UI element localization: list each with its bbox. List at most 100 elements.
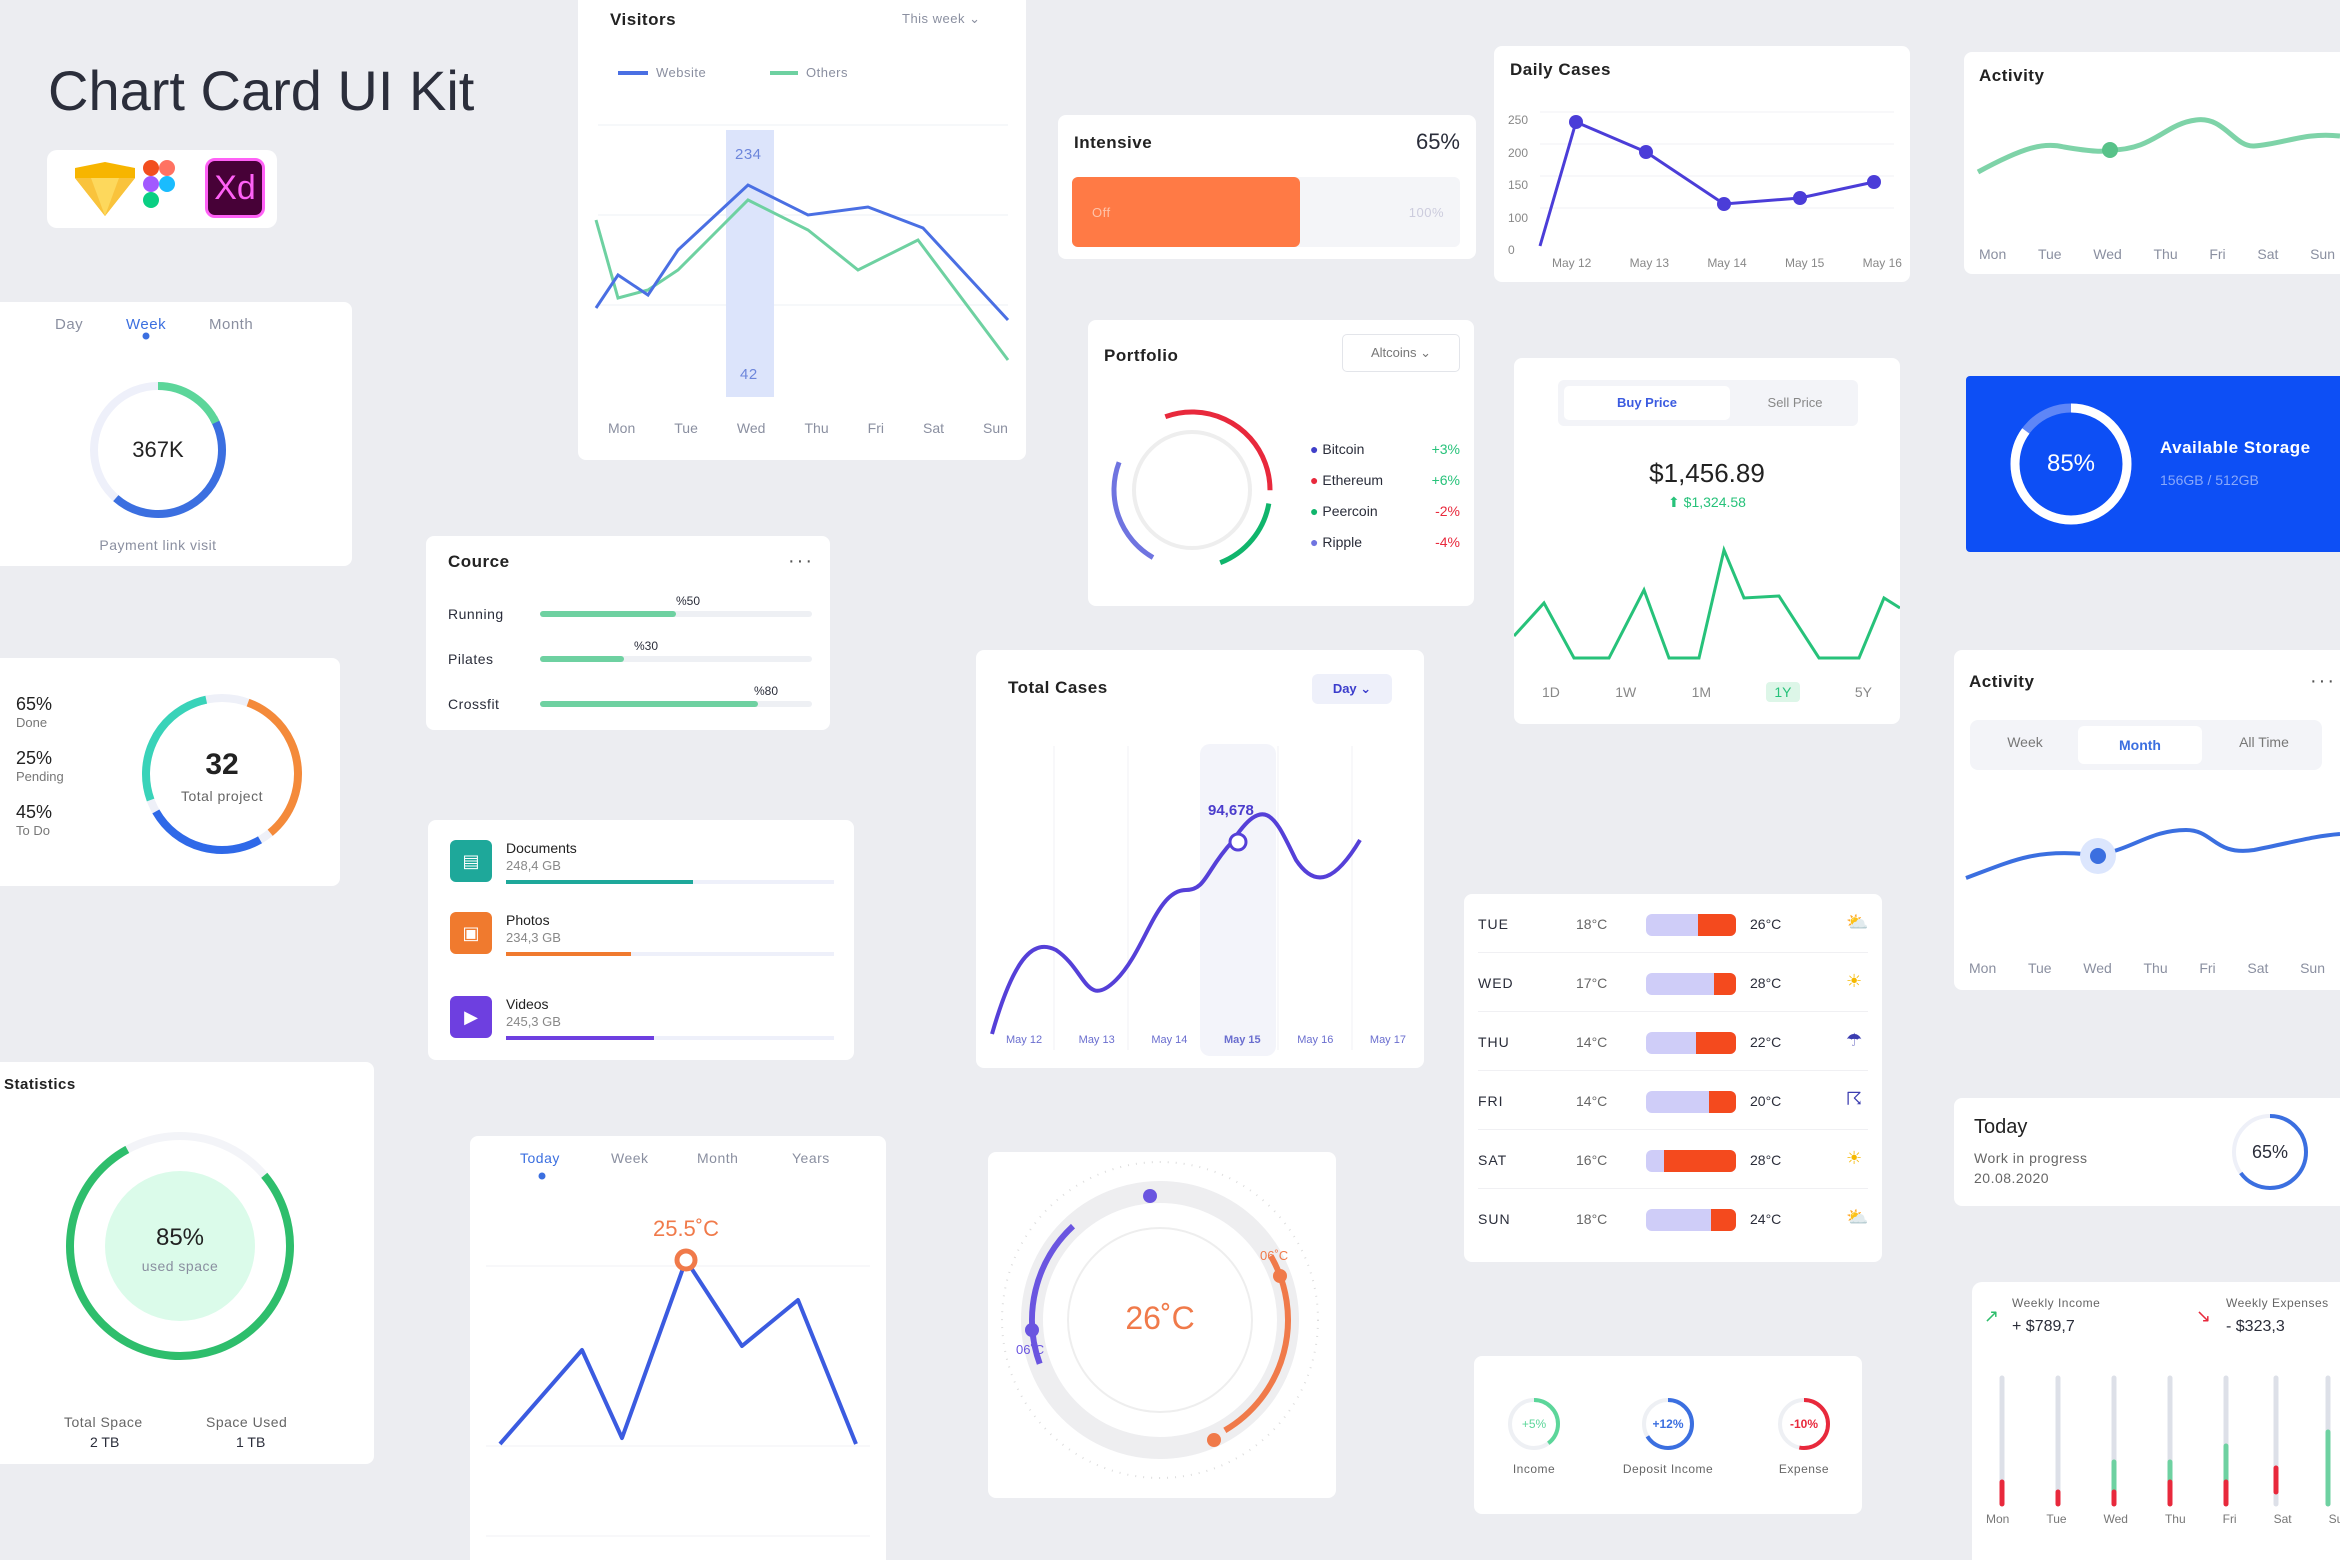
portfolio-legend: ● Bitcoin +3% ● Ethereum +6% ● Peercoin -2%… xyxy=(1310,434,1460,558)
temp-value: 25.5˚C xyxy=(652,1216,720,1241)
payment-value: 367K xyxy=(132,437,184,462)
legend-row: ● Ethereum +6% xyxy=(1310,472,1460,488)
off-label: Off xyxy=(1092,205,1111,220)
activity-chart xyxy=(1976,117,2340,175)
up-arrow-icon: ⬆ xyxy=(1668,494,1680,510)
page-title: Chart Card UI Kit xyxy=(48,59,475,122)
weather-row: FRI 14°C 20°C ☈ xyxy=(1478,1071,1868,1130)
storage-title: Available Storage xyxy=(2160,438,2311,457)
tab-today[interactable]: Today xyxy=(520,1150,560,1166)
weather-row: SAT 16°C 28°C ☀ xyxy=(1478,1130,1868,1189)
tab-all-time[interactable]: All Time xyxy=(2239,734,2289,750)
total-cases-value: 94,678 xyxy=(1208,802,1254,819)
legend-row: ● Bitcoin +3% xyxy=(1310,441,1460,457)
today-pct: 65% xyxy=(2251,1142,2289,1162)
more-icon[interactable]: ··· xyxy=(788,550,814,572)
daily-cases-chart xyxy=(1538,111,1894,247)
temperature-card: Today Week Month Years 25.5˚C xyxy=(470,1136,886,1560)
statistics-ring xyxy=(66,1132,294,1360)
payment-donut xyxy=(90,332,226,518)
range-1m[interactable]: 1M xyxy=(1691,684,1712,700)
space-used-value: 1 TB xyxy=(236,1434,266,1450)
file-row[interactable]: ▣ Photos 234,3 GB xyxy=(450,912,834,968)
temp-bar xyxy=(1646,914,1736,936)
card-title: Visitors xyxy=(610,10,677,29)
low-temp: 14°C xyxy=(1576,1034,1608,1050)
space-used-label: Space Used xyxy=(206,1414,288,1430)
total-space-value: 2 TB xyxy=(90,1434,120,1450)
high-temp: 20°C xyxy=(1750,1093,1782,1109)
tab-month[interactable]: Month xyxy=(209,316,254,333)
legend-row: ● Peercoin -2% xyxy=(1310,503,1460,519)
statistics-caption: used space xyxy=(141,1258,219,1274)
activity-card: Activity Mon Tue Wed Thu Fri Sat Sun xyxy=(1964,52,2340,274)
high-temp: 26°C xyxy=(1750,916,1782,932)
visitors-chart xyxy=(594,71,1010,397)
range-1w[interactable]: 1W xyxy=(1615,684,1637,700)
high-temp: 24°C xyxy=(1750,1211,1782,1227)
thermostat-card: 26˚C 06˚C 06˚C xyxy=(988,1152,1336,1498)
tab-month[interactable]: Month xyxy=(2078,726,2202,764)
course-card: Cource ··· Running %50 Pilates %30 Cross… xyxy=(426,536,830,730)
projects-value: 32 xyxy=(205,748,239,781)
tab-years[interactable]: Years xyxy=(792,1150,830,1166)
file-row[interactable]: ▤ Documents 248,4 GB xyxy=(450,840,834,896)
income-label: Income xyxy=(1512,1462,1556,1476)
tab-sell-price[interactable]: Sell Price xyxy=(1767,395,1823,410)
intensive-fill xyxy=(1072,177,1300,247)
y-axis: 250 200 150 100 0 xyxy=(1508,113,1529,257)
finance-rings xyxy=(1508,1398,1830,1450)
max-label: 100% xyxy=(1408,205,1444,220)
today-sub: Work in progress xyxy=(1974,1150,2088,1166)
file-row[interactable]: ▶ Videos 245,3 GB xyxy=(450,996,834,1052)
intensive-track[interactable]: Off 100% xyxy=(1072,177,1460,247)
tab-week[interactable]: Week xyxy=(611,1150,649,1166)
project-stats: 65% Done 25% Pending 45% To Do xyxy=(16,694,64,838)
price-tabs: Buy Price Sell Price xyxy=(1558,380,1858,426)
card-title: Daily Cases xyxy=(1510,60,1611,79)
intensive-card: Intensive 65% Off 100% xyxy=(1058,115,1476,259)
weather-row: TUE 18°C 26°C ⛅ xyxy=(1478,894,1868,953)
day-label: FRI xyxy=(1478,1093,1504,1109)
low-temp: 18°C xyxy=(1576,1211,1608,1227)
x-axis: May 12 May 13 May 14 May 15 May 16 May 17 xyxy=(1006,1034,1406,1046)
high-temp: 22°C xyxy=(1750,1034,1782,1050)
day-select[interactable]: Day ⌄ xyxy=(1312,674,1392,704)
today-ring xyxy=(2232,1114,2308,1190)
range-5y[interactable]: 5Y xyxy=(1854,684,1872,700)
portfolio-donut xyxy=(1111,409,1273,571)
course-row: Crossfit %80 xyxy=(448,684,812,714)
projects-donut xyxy=(142,694,302,854)
temp-bar xyxy=(1646,1091,1736,1113)
card-title: Portfolio xyxy=(1104,346,1179,365)
period-select[interactable]: This week ⌄ xyxy=(902,11,981,26)
price-chart xyxy=(1514,545,1900,660)
range-1y[interactable]: 1Y xyxy=(1766,682,1800,702)
altcoins-select[interactable]: Altcoins ⌄ xyxy=(1342,334,1460,372)
activity-tabs: Week Month All Time xyxy=(1970,720,2322,770)
tab-buy-price[interactable]: Buy Price xyxy=(1564,386,1730,420)
legend-row: ● Ripple -4% xyxy=(1310,534,1460,550)
app-icons: Xd xyxy=(47,150,277,228)
daily-cases-card: Daily Cases 250 200 150 100 0 May 12 May 13 Ma… xyxy=(1494,46,1910,282)
tab-week[interactable]: Week xyxy=(126,316,167,333)
payment-card: Day Week Month 367K Payment link visit xyxy=(0,302,352,566)
card-title: Total Cases xyxy=(1008,678,1108,697)
sun-icon: ☀ xyxy=(1846,1148,1863,1168)
temp-bar xyxy=(1646,1032,1736,1054)
low-temp: 16°C xyxy=(1576,1152,1608,1168)
storage-pct: 85% xyxy=(2046,450,2096,477)
today-title: Today xyxy=(1974,1116,2028,1138)
tab-month[interactable]: Month xyxy=(697,1150,739,1166)
range-1d[interactable]: 1D xyxy=(1542,684,1560,700)
rain-icon: ☂ xyxy=(1846,1030,1863,1050)
weekly-bars xyxy=(1999,1375,2331,1507)
figma-icon xyxy=(143,160,175,208)
tab-week[interactable]: Week xyxy=(2007,734,2043,750)
document-icon: ▤ xyxy=(450,840,492,882)
day-label: WED xyxy=(1478,975,1514,991)
tab-day[interactable]: Day xyxy=(55,316,84,333)
course-row: Running %50 xyxy=(448,594,812,624)
